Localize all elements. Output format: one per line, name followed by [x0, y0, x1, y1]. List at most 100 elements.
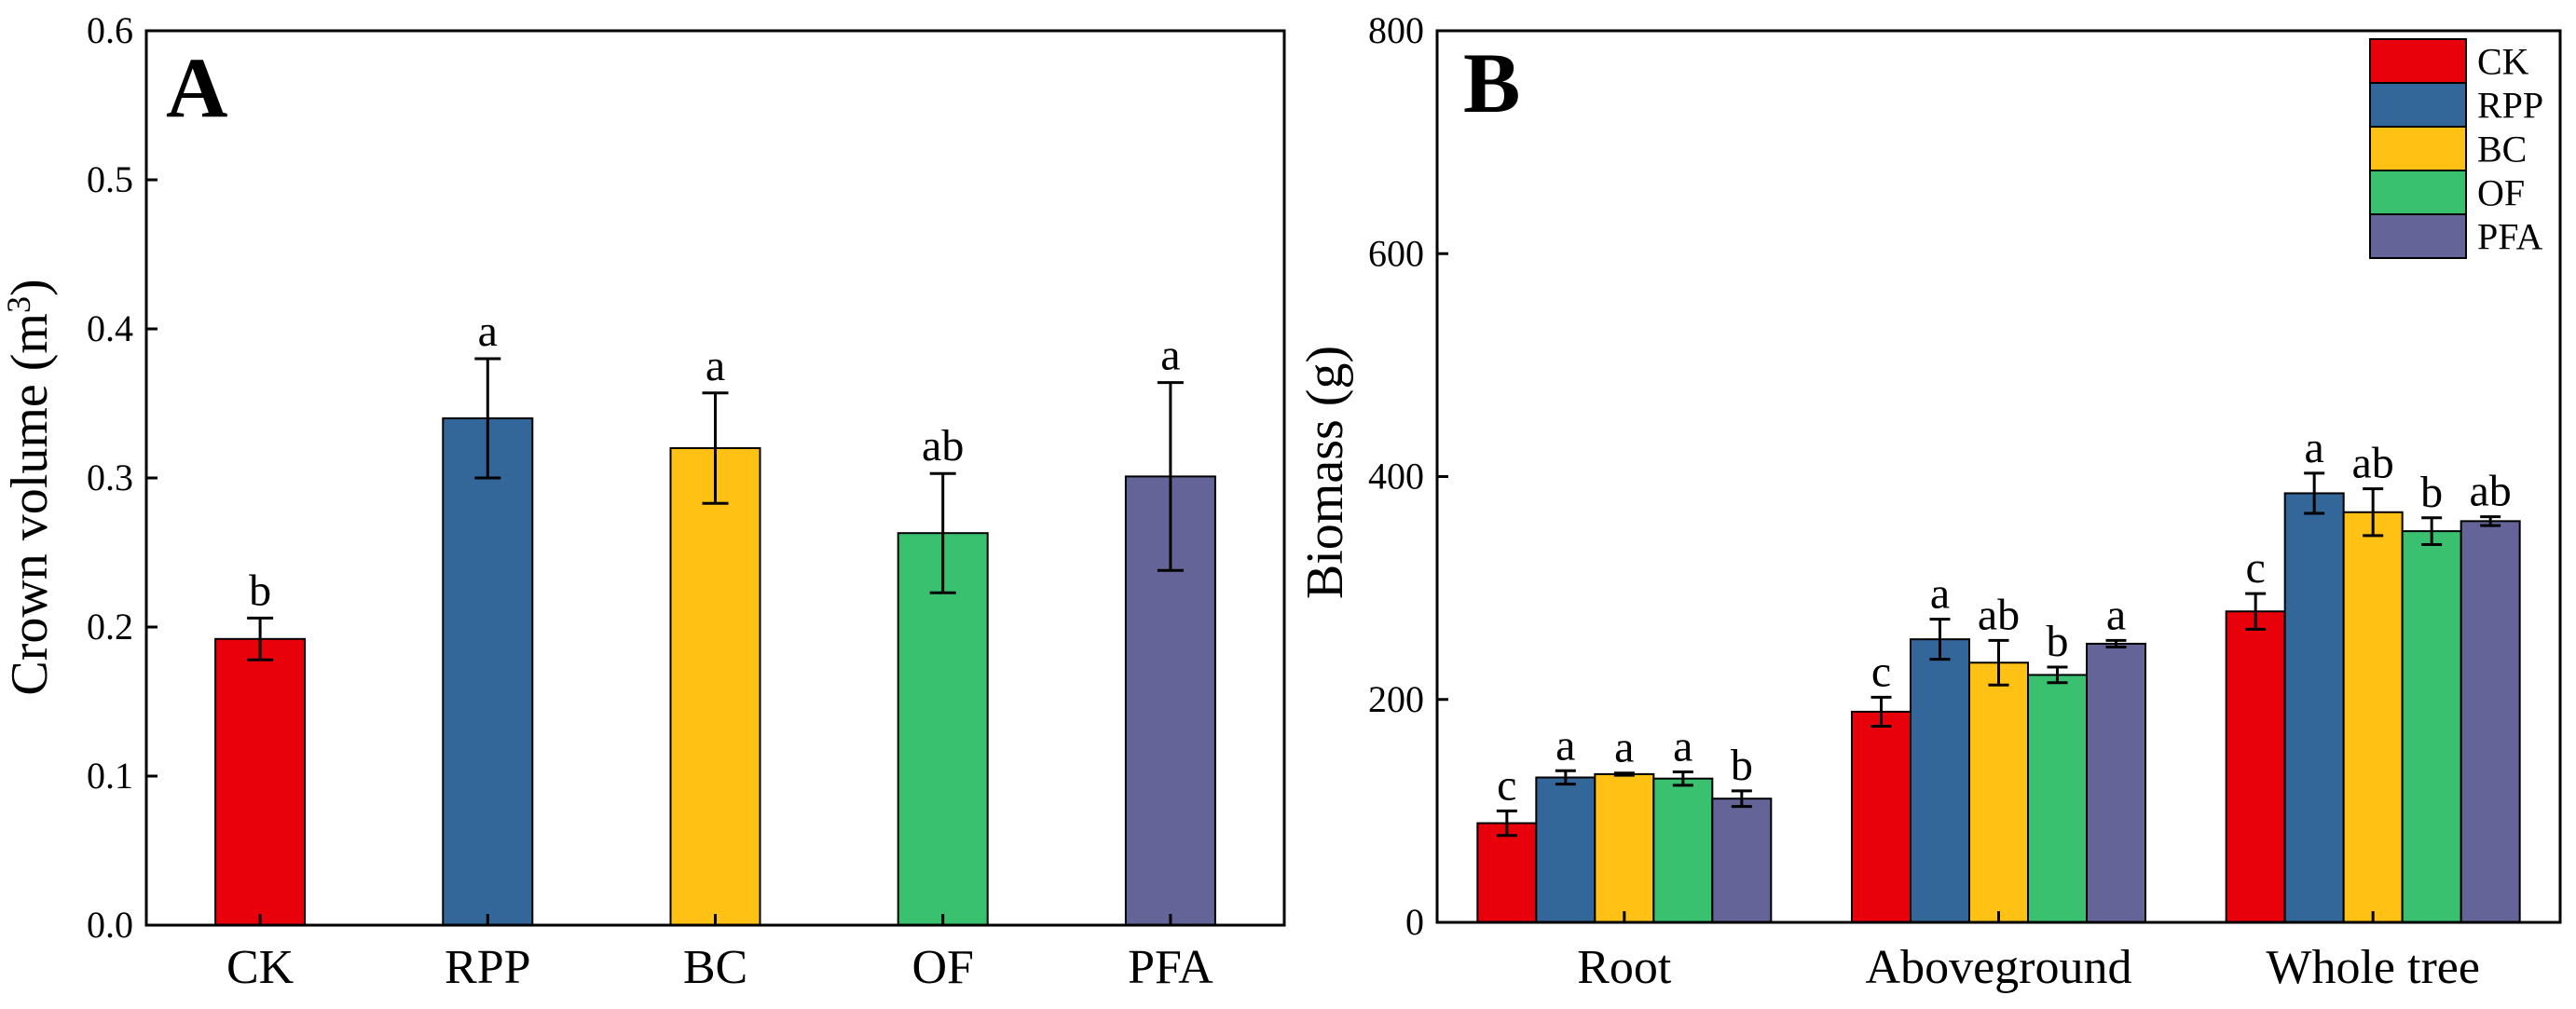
panel-b-significance-rpp-root: a — [1555, 720, 1575, 770]
panel-b-significance-of-aboveground: b — [2047, 617, 2069, 666]
panel-b-error-bar-bc-root — [1613, 771, 1635, 777]
panel-b-bar-bc-root — [1594, 772, 1655, 923]
panel-a-plot-frame — [144, 29, 1286, 927]
panel-a-error-bar-pfa — [1157, 381, 1184, 572]
panel-b-error-bar-pfa-root — [1731, 789, 1752, 809]
panel-b-legend-label: RPP — [2477, 85, 2543, 127]
panel-b-error-bar-rpp-whole-tree — [2304, 471, 2325, 515]
panel-b-significance-of-whole-tree: b — [2420, 468, 2443, 517]
panel-b-y-ticks: 0 200 400 600 800 — [1368, 9, 1448, 943]
panel-b-legend-item-rpp: RPP — [2369, 82, 2543, 128]
panel-b-error-bar-rpp-aboveground — [1929, 618, 1951, 661]
panel-b-error-bar-of-aboveground — [2047, 665, 2068, 685]
panel-a-bar-ck — [214, 637, 307, 926]
panel-b-bar-rpp-aboveground — [1910, 638, 1970, 924]
panel-a-error-bar-ck — [247, 616, 274, 661]
panel-a-y-tick-label: 0.4 — [87, 307, 133, 349]
panel-b-bar-of-aboveground — [2027, 674, 2088, 923]
panel-a-crown-volume-chart: Crown volume (m3) A 0.00.10.20.30.40.50.… — [0, 9, 1286, 994]
panel-b-error-bar-bc-whole-tree — [2363, 487, 2384, 538]
panel-b-category-label: Root — [1577, 941, 1672, 994]
panel-b-significance-bc-aboveground: ab — [1978, 590, 2020, 639]
panel-b-y-tick-label: 800 — [1368, 9, 1424, 51]
panel-b-legend-swatch — [2369, 82, 2467, 128]
panel-b-error-bars — [1496, 471, 2501, 838]
panel-a-significance-rpp: a — [478, 307, 498, 356]
panel-b-significance-rpp-whole-tree: a — [2305, 423, 2324, 472]
panel-a-significance-pfa: a — [1160, 331, 1180, 380]
panel-b-bar-pfa-aboveground — [2086, 642, 2146, 923]
panel-b-legend-swatch — [2369, 170, 2467, 215]
panel-b-bar-ck-aboveground — [1851, 710, 1911, 923]
panel-b-error-bar-ck-aboveground — [1870, 695, 1892, 728]
panel-b-legend-label: PFA — [2477, 216, 2543, 258]
panel-b-y-axis-title: Biomass (g) — [1296, 346, 1354, 599]
panel-b-legend-item-ck: CK — [2369, 38, 2529, 84]
panel-b-bar-rpp-root — [1535, 776, 1596, 923]
panel-b-category-label: Aboveground — [1866, 941, 2132, 994]
panel-b-bar-pfa-root — [1711, 798, 1773, 923]
panel-a-y-tick-label: 0.1 — [87, 755, 133, 797]
panel-b-bar-ck-root — [1476, 822, 1538, 923]
panel-a-error-bar-bc — [702, 391, 729, 505]
panel-a-y-tick-label: 0.3 — [87, 457, 133, 498]
panel-b-error-bar-rpp-root — [1555, 769, 1576, 786]
panel-a-error-bar-rpp — [474, 357, 501, 480]
panel-b-legend-item-bc: BC — [2369, 126, 2527, 171]
panel-a-significance-letters: b a a ab a — [249, 307, 1180, 615]
panel-a-error-bar-of — [929, 471, 956, 594]
panel-b-legend-label: OF — [2477, 172, 2525, 214]
panel-b-y-tick-label: 400 — [1368, 456, 1424, 498]
panel-b-bars — [1476, 492, 2521, 924]
panel-a-category-label: RPP — [445, 941, 531, 994]
panel-a-y-tick-label: 0.6 — [87, 9, 133, 51]
panel-b-error-bar-pfa-aboveground — [2105, 638, 2127, 649]
panel-b-legend-swatch — [2369, 213, 2467, 259]
panel-b-error-bar-of-root — [1672, 770, 1693, 787]
panel-b-category-labels: Root Aboveground Whole tree — [1577, 911, 2480, 994]
panel-b-error-bar-of-whole-tree — [2421, 516, 2443, 546]
panel-b-bar-rpp-whole-tree — [2283, 492, 2345, 923]
panel-b-bar-bc-whole-tree — [2342, 511, 2404, 924]
panel-b-legend-item-of: OF — [2369, 170, 2525, 215]
panel-b-legend-item-pfa: PFA — [2369, 213, 2543, 259]
panel-b-label: B — [1463, 35, 1520, 130]
panel-b-category-label: Whole tree — [2266, 941, 2480, 994]
panel-b-bar-of-whole-tree — [2401, 530, 2462, 924]
panel-b-significance-bc-root: a — [1614, 723, 1634, 772]
panel-a-bar-rpp — [442, 417, 534, 926]
panel-b-bar-bc-aboveground — [1968, 661, 2029, 923]
panel-b-y-tick-label: 200 — [1368, 678, 1424, 720]
panel-a-significance-of: ab — [922, 421, 964, 470]
panel-a-category-label: CK — [226, 941, 295, 994]
panel-a-bar-bc — [669, 447, 761, 926]
panel-a-y-axis-title: Crown volume (m3) — [0, 279, 59, 695]
panel-b-legend-label: BC — [2477, 129, 2527, 170]
panel-b-significance-of-root: a — [1673, 722, 1692, 771]
panel-a-category-label: BC — [683, 941, 747, 994]
panel-a-y-ticks: 0.0 0.1 0.2 0.3 0.4 0.5 0.6 — [87, 9, 158, 946]
panel-b-error-bar-pfa-whole-tree — [2480, 515, 2501, 527]
panel-a-category-label: OF — [911, 941, 973, 994]
panel-b-bar-ck-whole-tree — [2225, 610, 2286, 924]
panel-b-legend-swatch — [2369, 38, 2467, 84]
panel-b-error-bar-ck-whole-tree — [2245, 592, 2267, 631]
panel-b-significance-rpp-aboveground: a — [1930, 569, 1950, 619]
panel-a-category-labels: CK RPP BC OF PFA — [226, 914, 1213, 994]
panel-a-significance-ck: b — [249, 566, 271, 615]
panel-b-bar-pfa-whole-tree — [2460, 520, 2521, 923]
panel-b-legend-swatch — [2369, 126, 2467, 171]
panel-b-significance-ck-whole-tree: c — [2246, 543, 2266, 593]
panel-b-significance-ck-aboveground: c — [1871, 647, 1891, 696]
panel-a-y-tick-label: 0.2 — [87, 606, 133, 648]
panel-b-plot-frame — [1435, 29, 2562, 924]
panel-b-significance-pfa-root: b — [1731, 741, 1753, 790]
panel-a-y-tick-label: 0.0 — [87, 904, 133, 946]
panel-b-bar-of-root — [1652, 777, 1714, 924]
panel-b-significance-ck-root: c — [1497, 760, 1516, 810]
panel-a-category-label: PFA — [1128, 941, 1213, 994]
panel-b-error-bar-ck-root — [1496, 809, 1517, 838]
